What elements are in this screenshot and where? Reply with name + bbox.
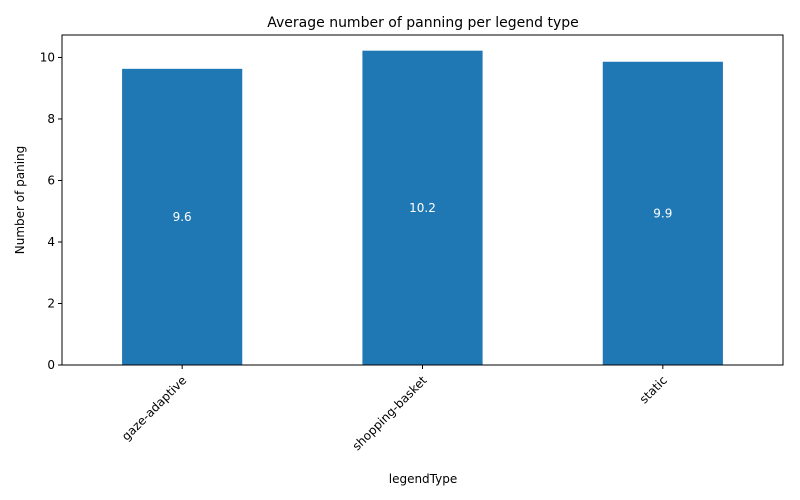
y-tick-label: 6: [47, 173, 55, 187]
y-axis: 0 2 4 6 8 10: [40, 50, 62, 372]
y-tick-label: 0: [47, 358, 55, 372]
bar-label-group: 9.6 10.2 9.9: [173, 201, 673, 224]
x-axis-label: legendType: [389, 472, 458, 486]
bar-group: [122, 50, 723, 366]
bar-value-label: 9.6: [173, 210, 192, 224]
bar-value-label: 9.9: [653, 206, 672, 220]
chart-title: Average number of panning per legend typ…: [267, 15, 578, 31]
y-tick-label: 10: [40, 50, 55, 64]
bar-static: [602, 61, 723, 366]
y-axis-label: Number of paning: [13, 146, 27, 255]
bar-value-label: 10.2: [409, 201, 436, 215]
plot-frame: [61, 34, 784, 366]
bar-gaze-adaptive: [122, 68, 243, 365]
y-tick-label: 4: [47, 235, 55, 249]
bar-shopping-basket: [362, 50, 483, 365]
y-tick-label: 8: [47, 112, 55, 126]
y-tick-label: 2: [47, 296, 55, 310]
